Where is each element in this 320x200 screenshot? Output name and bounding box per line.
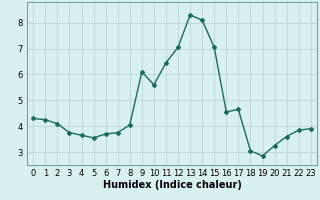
X-axis label: Humidex (Indice chaleur): Humidex (Indice chaleur) — [103, 180, 241, 190]
